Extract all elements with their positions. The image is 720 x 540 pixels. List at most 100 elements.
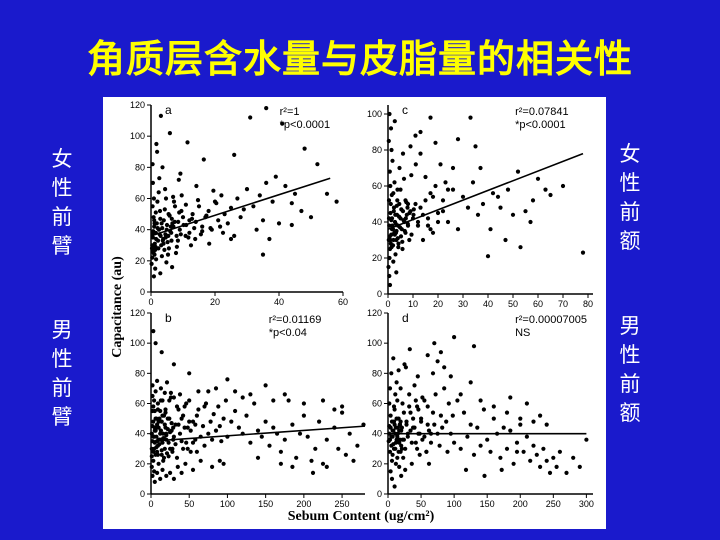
- x-tick-label-a: 20: [210, 297, 220, 307]
- data-point-d: [401, 455, 406, 460]
- data-point-b: [355, 443, 360, 448]
- data-point-b: [151, 458, 156, 463]
- y-tick-label-a: 0: [140, 287, 145, 297]
- data-point-a: [169, 216, 174, 221]
- data-point-c: [455, 227, 461, 232]
- data-point-b: [290, 422, 295, 427]
- data-point-b: [259, 434, 264, 439]
- x-tick-label-c: 70: [558, 299, 568, 309]
- data-point-b: [282, 392, 287, 397]
- data-point-d: [452, 440, 457, 445]
- data-point-d: [425, 353, 430, 358]
- data-point-a: [241, 207, 246, 212]
- data-point-c: [392, 230, 397, 235]
- y-tick-label-b: 0: [140, 489, 145, 499]
- data-point-a: [159, 254, 164, 259]
- data-point-c: [543, 187, 548, 192]
- data-point-b: [313, 446, 318, 451]
- data-point-b: [194, 413, 199, 418]
- data-point-c: [393, 212, 398, 217]
- data-point-b: [179, 470, 184, 475]
- data-point-d: [428, 440, 434, 445]
- data-point-c: [386, 138, 391, 144]
- data-point-a: [174, 244, 179, 249]
- data-point-c: [475, 212, 481, 217]
- data-point-d: [390, 452, 395, 457]
- data-point-d: [528, 458, 533, 463]
- data-point-d: [471, 452, 477, 457]
- data-point-b: [159, 419, 164, 424]
- x-tick-label-b: 50: [184, 499, 194, 509]
- x-tick-label-d: 0: [385, 499, 390, 509]
- data-point-a: [161, 218, 166, 223]
- data-point-d: [409, 461, 414, 466]
- data-point-b: [159, 350, 164, 355]
- data-point-a: [257, 193, 262, 198]
- data-point-d: [458, 446, 463, 451]
- data-point-b: [170, 449, 175, 454]
- data-point-c: [465, 205, 471, 210]
- data-point-b: [176, 422, 181, 427]
- data-point-c: [433, 183, 438, 189]
- data-point-a: [150, 243, 155, 248]
- data-point-a: [299, 208, 304, 214]
- data-point-d: [518, 416, 523, 421]
- data-point-b: [173, 422, 178, 427]
- data-point-b: [223, 398, 228, 403]
- data-point-d: [413, 440, 418, 445]
- data-point-b: [155, 449, 160, 454]
- data-point-c: [386, 216, 392, 221]
- data-point-a: [150, 204, 155, 209]
- data-point-d: [508, 428, 513, 433]
- data-point-b: [233, 408, 238, 414]
- data-point-b: [151, 404, 156, 409]
- data-point-c: [428, 227, 433, 232]
- data-point-b: [150, 383, 155, 388]
- data-point-b: [150, 408, 155, 414]
- data-point-c: [473, 144, 478, 149]
- y-tick-label-d: 60: [372, 399, 382, 409]
- data-point-d: [478, 398, 483, 403]
- data-point-d: [425, 422, 430, 427]
- data-point-a: [187, 230, 192, 235]
- data-point-b: [309, 458, 314, 463]
- x-tick-label-c: 60: [533, 299, 543, 309]
- y-axis-title: Capacitance (au): [110, 256, 125, 358]
- data-point-c: [391, 259, 396, 264]
- data-point-d: [412, 383, 417, 388]
- data-point-b: [221, 416, 226, 421]
- data-point-a: [334, 199, 339, 204]
- data-point-b: [164, 473, 169, 478]
- data-point-b: [343, 452, 348, 457]
- x-tick-label-d: 250: [546, 499, 561, 509]
- data-point-d: [498, 455, 503, 460]
- data-point-b: [157, 416, 162, 421]
- label-female-forearm: 女性前臂: [51, 147, 73, 258]
- panel-letter-b: b: [165, 311, 172, 325]
- data-point-a: [150, 162, 155, 167]
- data-point-d: [518, 422, 523, 427]
- data-point-a: [160, 226, 165, 231]
- data-point-a: [195, 198, 201, 203]
- data-point-a: [192, 226, 197, 231]
- data-point-b: [155, 401, 160, 406]
- data-point-a: [315, 162, 320, 167]
- y-tick-label-d: 20: [372, 459, 382, 469]
- data-point-b: [190, 419, 196, 424]
- data-point-a: [171, 194, 176, 199]
- data-point-b: [320, 398, 326, 403]
- label-male-forehead: 男性前额: [619, 314, 641, 425]
- data-point-a: [244, 187, 250, 192]
- data-point-c: [445, 219, 451, 225]
- data-point-a: [155, 199, 160, 204]
- data-point-b: [217, 424, 222, 429]
- data-point-a: [235, 196, 240, 201]
- data-point-d: [404, 419, 409, 424]
- x-tick-label-c: 20: [433, 299, 443, 309]
- y-tick-label-c: 60: [372, 181, 382, 191]
- data-point-d: [442, 365, 447, 370]
- data-point-b: [151, 419, 156, 424]
- data-point-b: [167, 398, 172, 403]
- data-point-c: [478, 165, 483, 171]
- data-point-a: [168, 224, 173, 229]
